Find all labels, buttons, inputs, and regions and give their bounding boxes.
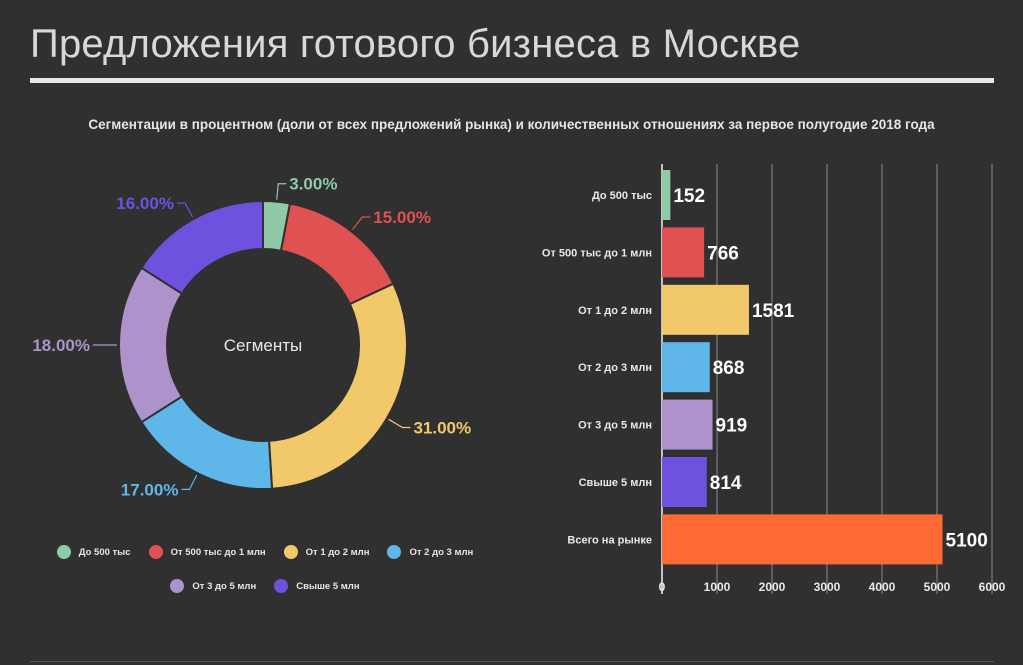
donut-slice-label-2: 31.00% xyxy=(413,418,471,437)
x-tick-label-2: 2000 xyxy=(759,580,786,594)
category-label-5: Свыше 5 млн xyxy=(579,477,652,489)
legend-swatch-0 xyxy=(56,545,71,559)
bar-5 xyxy=(662,457,707,507)
bar-value-label-5: 814 xyxy=(710,473,742,494)
legend-label-2: От 1 до 2 млн xyxy=(305,546,370,558)
legend-row-1: От 3 до 5 млн Свыше 5 млн xyxy=(30,579,500,593)
donut-slice-label-3: 17.00% xyxy=(121,480,179,499)
legend-swatch-4 xyxy=(170,579,185,593)
legend-item-3: От 2 до 3 млн xyxy=(387,545,473,559)
bar-2 xyxy=(662,284,749,335)
title-divider xyxy=(30,78,994,83)
donut-leader-line-3 xyxy=(181,474,198,490)
bar-value-label-6: 5100 xyxy=(946,530,988,551)
donut-slice-label-5: 16.00% xyxy=(116,194,174,213)
donut-chart: 3.00% 15.00% 31.00% 17.00% 18.00% 16.00% Сегме… xyxy=(32,175,471,500)
donut-slice-4 xyxy=(118,266,184,424)
category-label-1: От 500 тыс до 1 млн xyxy=(542,247,652,259)
legend-swatch-1 xyxy=(148,545,163,559)
chart-subtitle: Сегментации в процентном (доли от всех п… xyxy=(88,117,935,132)
x-tick-label-3: 3000 xyxy=(814,580,841,594)
bar-value-label-3: 868 xyxy=(713,358,745,379)
bar-value-label-1: 766 xyxy=(707,243,739,264)
legend-swatch-5 xyxy=(274,579,289,593)
x-tick-label-4: 4000 xyxy=(869,580,896,594)
x-tick-label-6: 6000 xyxy=(979,580,1006,594)
donut-center-label: Сегменты xyxy=(224,336,302,355)
bar-0 xyxy=(662,170,671,220)
x-tick-label-1: 1000 xyxy=(704,580,731,594)
donut-slice-label-0: 3.00% xyxy=(289,175,337,194)
legend-item-4: От 3 до 5 млн xyxy=(170,579,256,593)
donut-leader-line-5 xyxy=(176,202,194,218)
donut-slice-5 xyxy=(140,199,264,295)
bar-6 xyxy=(662,514,943,565)
donut-leader-line-0 xyxy=(276,183,287,200)
bar-value-label-0: 152 xyxy=(673,186,705,207)
donut-slice-label-4: 18.00% xyxy=(32,336,90,355)
legend-label-4: От 3 до 5 млн xyxy=(192,580,257,592)
bottom-divider xyxy=(30,661,994,662)
legend-swatch-2 xyxy=(283,545,298,559)
category-label-6: Всего на рынке xyxy=(567,534,652,546)
bar-chart: 0 1000 2000 3000 4000 5000 6000 До 500 тыс 152 От… xyxy=(542,164,1006,594)
legend-row-0: До 500 тыс От 500 тыс до 1 млн От 1 до 2 м… xyxy=(30,545,500,559)
legend-label-3: От 2 до 3 млн xyxy=(409,546,474,558)
donut-slice-2 xyxy=(267,282,408,490)
category-label-4: От 3 до 5 млн xyxy=(578,420,652,432)
legend-label-0: До 500 тыс xyxy=(78,546,131,558)
donut-slice-label-1: 15.00% xyxy=(373,208,431,227)
category-label-0: До 500 тыс xyxy=(592,190,652,202)
page-title: Предложения готового бизнеса в Москве xyxy=(30,22,801,66)
legend-label-5: Свыше 5 млн xyxy=(296,580,360,592)
bar-4 xyxy=(662,399,713,450)
bar-value-label-2: 1581 xyxy=(752,301,795,322)
bar-3 xyxy=(662,342,710,393)
legend-label-1: От 500 тыс до 1 млн xyxy=(170,546,266,558)
donut-leader-line-1 xyxy=(352,216,371,231)
category-label-2: От 1 до 2 млн xyxy=(578,305,652,317)
donut-leader-line-2 xyxy=(388,418,411,429)
category-label-3: От 2 до 3 млн xyxy=(578,362,652,374)
legend-item-0: До 500 тыс xyxy=(56,545,131,559)
legend-swatch-3 xyxy=(387,545,402,559)
donut-legend: До 500 тыс От 500 тыс до 1 млн От 1 до 2 м… xyxy=(30,545,500,613)
legend-item-1: От 500 тыс до 1 млн xyxy=(148,545,266,559)
legend-item-5: Свыше 5 млн xyxy=(274,579,360,593)
x-tick-label-0: 0 xyxy=(659,580,666,594)
bar-1 xyxy=(662,227,705,278)
x-tick-label-5: 5000 xyxy=(924,580,951,594)
legend-item-2: От 1 до 2 млн xyxy=(283,545,370,559)
bar-value-label-4: 919 xyxy=(716,416,748,437)
